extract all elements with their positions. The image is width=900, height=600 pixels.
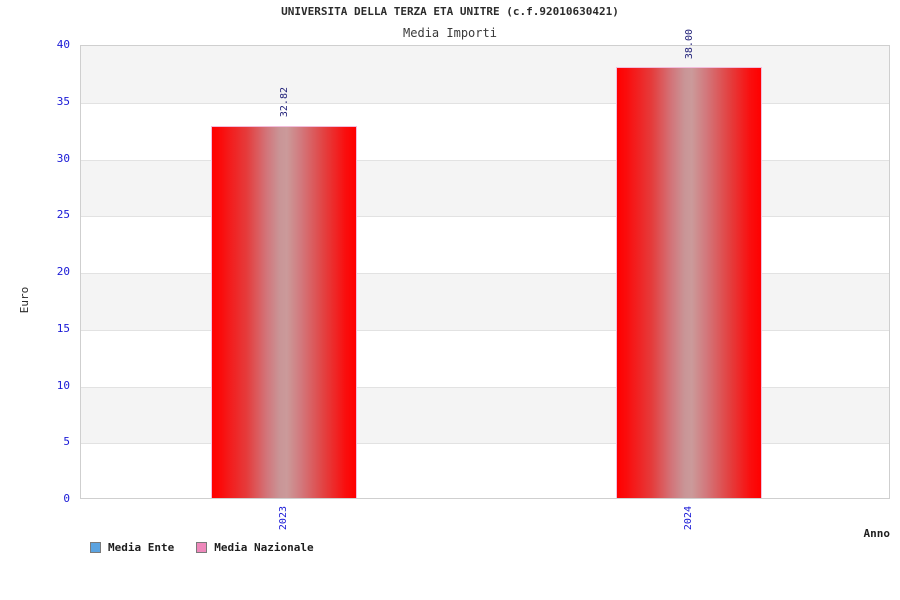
gridline [81,102,889,104]
legend-item[interactable]: Media Nazionale [196,541,314,554]
legend-label: Media Ente [108,541,175,554]
y-tick-label: 10 [56,378,70,392]
bar[interactable] [615,66,762,498]
chart-subtitle: Media Importi [403,26,497,40]
y-tick-label: 15 [56,321,70,335]
x-tick-label: 2024 [682,506,694,531]
y-tick-label: 0 [63,492,70,505]
x-axis-title: Anno [863,527,891,540]
y-tick-label: 40 [56,38,70,51]
gridline [81,216,889,218]
plot-band [81,159,889,217]
plot-area: 32.82 38.00 [80,29,890,499]
y-tick-label: 35 [56,94,70,108]
legend-swatch-icon [90,542,101,553]
bar-value-label: 38.00 [683,28,695,59]
gridline [81,386,889,388]
plot-band [81,46,889,103]
y-tick-label: 30 [56,151,70,165]
x-tick-label: 2023 [277,506,289,531]
legend-item[interactable]: Media Ente [90,541,174,554]
chart-title: UNIVERSITA DELLA TERZA ETA UNITRE (c.f.9… [281,5,619,18]
legend-swatch-icon [196,542,208,553]
bar-value-label: 32.82 [278,87,290,118]
gridline [81,273,889,274]
chart-legend: Media Ente Media Nazionale [90,541,314,554]
legend-label: Media Nazionale [214,541,314,554]
plot-band [81,273,889,330]
gridline [81,329,889,331]
y-tick-label: 25 [56,208,70,222]
y-axis-title: Euro [18,286,31,314]
plot-band [81,386,889,444]
bar[interactable] [210,125,357,498]
y-tick-label: 5 [63,435,70,449]
y-tick-label: 20 [56,265,70,278]
gridline [81,159,889,161]
gridline [81,443,889,445]
